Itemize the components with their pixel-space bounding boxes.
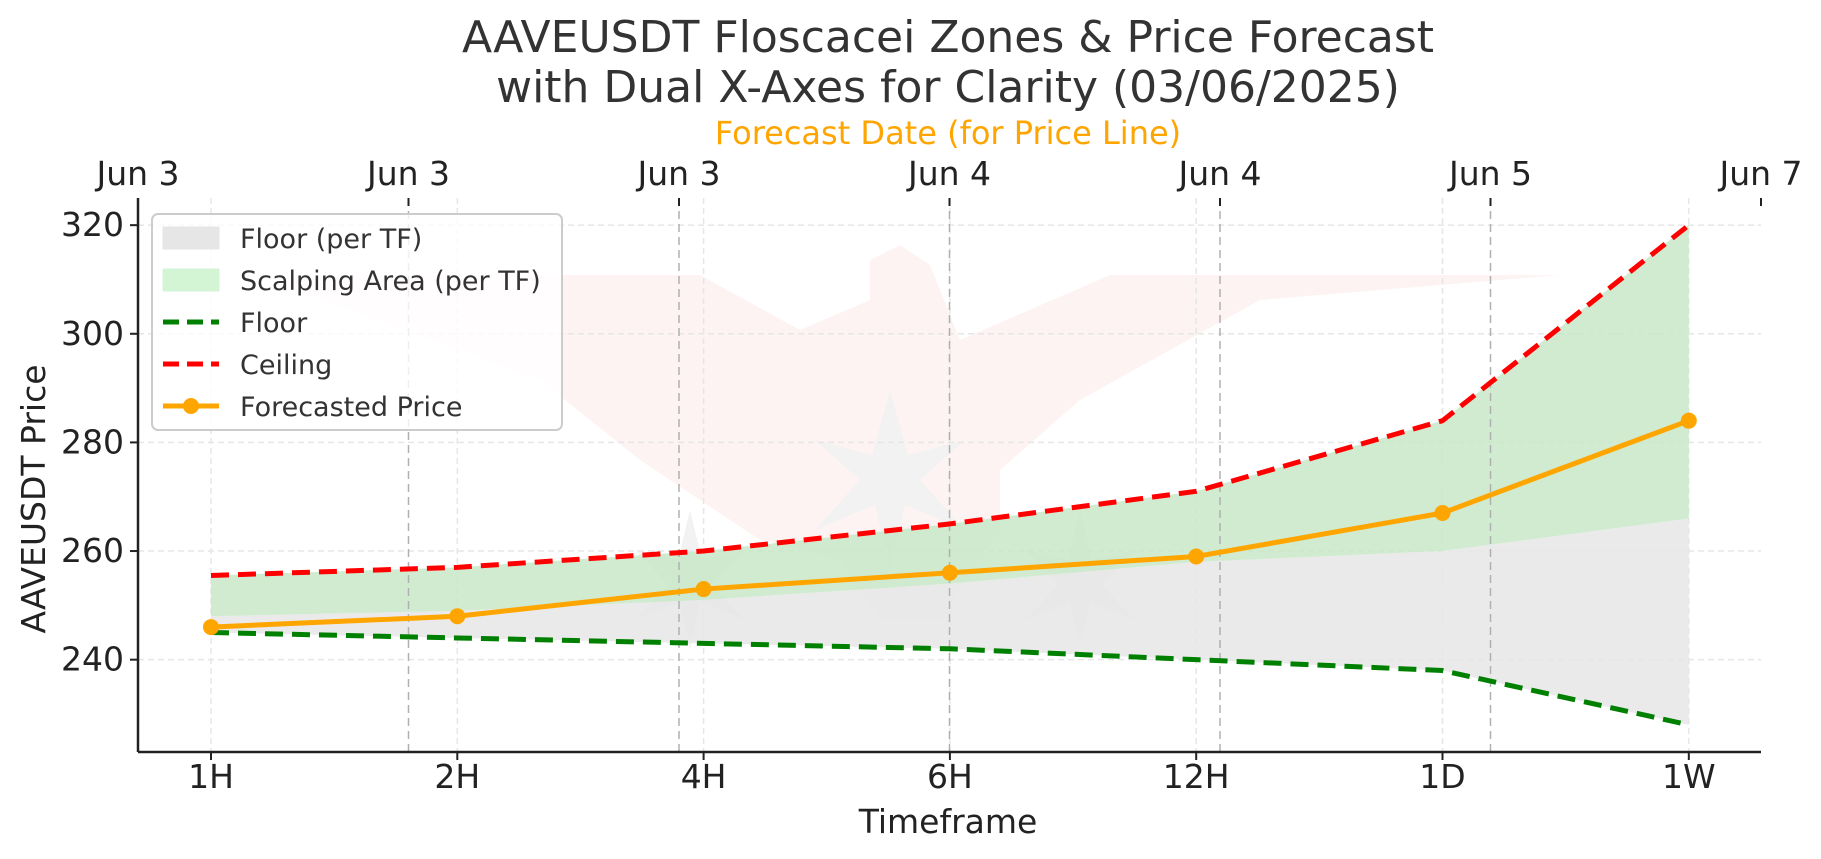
legend-label-floor-per-tf-: Floor (per TF)	[240, 224, 422, 255]
legend-swatch-scalping-area-per-tf-	[162, 268, 220, 292]
tick-labels: Jun 3 Jun 3 Jun 3 Jun 4 Jun 4 Jun 5 Jun 7 1H 2H 4…	[61, 154, 1803, 796]
x-axis-label: Timeframe	[858, 802, 1038, 841]
top-axis-label: Forecast Date (for Price Line)	[715, 114, 1181, 152]
series-line-floor	[210, 630, 1690, 728]
legend-label-forecasted-price: Forecasted Price	[240, 392, 462, 423]
top-tick-label: Jun 3	[635, 154, 720, 193]
chart-title-line-1: AAVEUSDT Floscacei Zones & Price Forecas…	[462, 12, 1434, 63]
chart-labels: AAVEUSDT Floscacei Zones & Price Forecas…	[14, 12, 1434, 841]
x-tick-label: 4H	[681, 757, 727, 796]
x-tick-label: 2H	[434, 757, 480, 796]
top-tick-label: Jun 3	[365, 154, 450, 193]
legend-label-floor: Floor	[240, 308, 308, 339]
legend-swatch-floor-per-tf-	[162, 226, 220, 250]
top-tick-label: Jun 3	[94, 154, 179, 193]
x-tick-label: 6H	[927, 757, 973, 796]
price-point	[203, 619, 219, 636]
price-point	[1188, 548, 1205, 565]
legend-box	[151, 213, 563, 431]
x-tick-label: 1H	[188, 757, 234, 796]
legend-label-ceiling: Ceiling	[240, 350, 332, 381]
top-tick-label: Jun 7	[1717, 154, 1802, 193]
y-axis-label: AAVEUSDT Price	[14, 364, 53, 633]
top-tick-label: Jun 5	[1447, 154, 1532, 193]
y-tick-label: 260	[61, 531, 124, 570]
top-tick-label: Jun 4	[1176, 154, 1261, 193]
price-point	[1680, 412, 1697, 429]
legend: Floor (per TF) Scalping Area (per TF) Floo…	[151, 213, 563, 431]
axes	[130, 198, 1761, 760]
y-tick-label: 280	[61, 422, 124, 461]
series-line-ceiling	[210, 223, 1691, 578]
price-point	[449, 608, 466, 625]
price-point	[1434, 505, 1451, 522]
x-tick-label: 12H	[1163, 757, 1230, 796]
y-tick-label: 300	[61, 314, 124, 353]
top-tick-label: Jun 4	[906, 154, 991, 193]
x-tick-label: 1W	[1662, 757, 1716, 796]
chart-title-line-2: with Dual X-Axes for Clarity (03/06/2025…	[496, 62, 1400, 113]
x-tick-label: 1D	[1419, 757, 1465, 796]
y-tick-label: 320	[61, 205, 124, 244]
series-lines	[203, 223, 1697, 728]
price-point	[941, 564, 958, 581]
y-tick-label: 240	[61, 640, 124, 679]
legend-marker-forecasted-price	[183, 398, 199, 414]
area-scalping-area-per-tf-	[211, 225, 1689, 617]
legend-label-scalping-area-per-tf-: Scalping Area (per TF)	[240, 266, 541, 297]
price-point	[695, 581, 712, 598]
